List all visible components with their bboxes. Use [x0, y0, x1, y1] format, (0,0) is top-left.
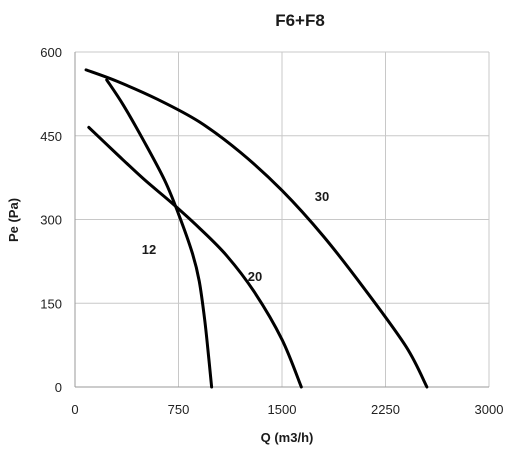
curve-label-layer: 30 20 12 [142, 189, 329, 284]
x-axis-label: Q (m3/h) [261, 430, 314, 445]
x-tick-label: 0 [71, 402, 78, 417]
x-tick-label: 2250 [371, 402, 400, 417]
series-label-20: 20 [248, 269, 262, 284]
x-tick-label: 1500 [268, 402, 297, 417]
series-line-20 [87, 125, 303, 389]
x-tick-label: 3000 [475, 402, 504, 417]
series-line-12 [105, 78, 214, 389]
curve-layer [84, 68, 429, 389]
series-label-30: 30 [315, 189, 329, 204]
x-tick-label: 750 [168, 402, 190, 417]
y-tick-label: 600 [40, 45, 62, 60]
chart-title: F6+F8 [275, 11, 325, 30]
y-tick-label: 450 [40, 129, 62, 144]
y-tick-label: 150 [40, 296, 62, 311]
y-axis-label: Pe (Pa) [6, 198, 21, 242]
grid-layer [74, 51, 490, 388]
series-label-12: 12 [142, 242, 156, 257]
tick-layer: 0 750 1500 2250 3000 0 150 300 450 600 [40, 45, 503, 417]
series-line-30 [84, 68, 429, 389]
y-tick-label: 0 [55, 380, 62, 395]
y-tick-label: 300 [40, 213, 62, 228]
